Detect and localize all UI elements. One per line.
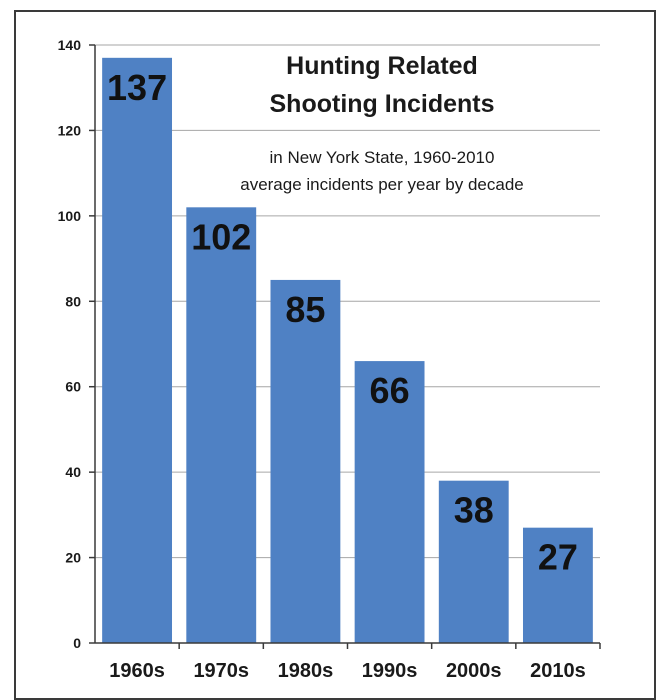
subtitle-line-1: in New York State, 1960-2010	[270, 148, 495, 167]
bar-2010s	[522, 527, 593, 643]
title-line-2: Shooting Incidents	[270, 90, 495, 118]
y-tick-label: 40	[65, 464, 81, 480]
data-label: 85	[285, 289, 325, 330]
chart-subtitle: in New York State, 1960-2010 average inc…	[240, 148, 524, 194]
data-label: 27	[538, 537, 578, 578]
bar-1980s	[270, 279, 341, 643]
y-tick-label: 60	[65, 379, 81, 395]
data-labels: 137 102 85 66 38 27	[107, 67, 578, 578]
bars	[102, 57, 593, 644]
x-tick-label: 1990s	[362, 660, 418, 682]
y-tick-label: 80	[65, 293, 81, 309]
data-label: 38	[454, 490, 494, 531]
x-tick-label: 2010s	[530, 660, 586, 682]
x-tick-label: 2000s	[446, 660, 502, 682]
y-tick-label: 100	[58, 208, 82, 224]
y-tick-labels: 0 20 40 60 80 100 120 140	[58, 37, 95, 651]
subtitle-line-2: average incidents per year by decade	[240, 175, 524, 194]
y-tick-label: 140	[58, 37, 82, 53]
bar-2000s	[438, 480, 509, 643]
x-tick-label: 1980s	[278, 660, 334, 682]
gridlines	[95, 44, 600, 559]
data-label: 102	[191, 216, 251, 257]
bar-1990s	[354, 361, 425, 643]
x-tick-label: 1970s	[193, 660, 249, 682]
title-line-1: Hunting Related	[286, 52, 478, 80]
y-tick-label: 0	[73, 635, 81, 651]
bar-1970s	[186, 207, 257, 644]
bar-1960s	[102, 57, 173, 644]
x-tick-label: 1960s	[109, 660, 165, 682]
y-tick-label: 20	[65, 550, 81, 566]
y-tick-label: 120	[58, 122, 82, 138]
x-tick-labels: 1960s 1970s 1980s 1990s 2000s 2010s	[109, 643, 601, 682]
data-label: 66	[370, 370, 410, 411]
chart-title: Hunting Related Shooting Incidents	[270, 52, 495, 118]
data-label: 137	[107, 67, 167, 108]
